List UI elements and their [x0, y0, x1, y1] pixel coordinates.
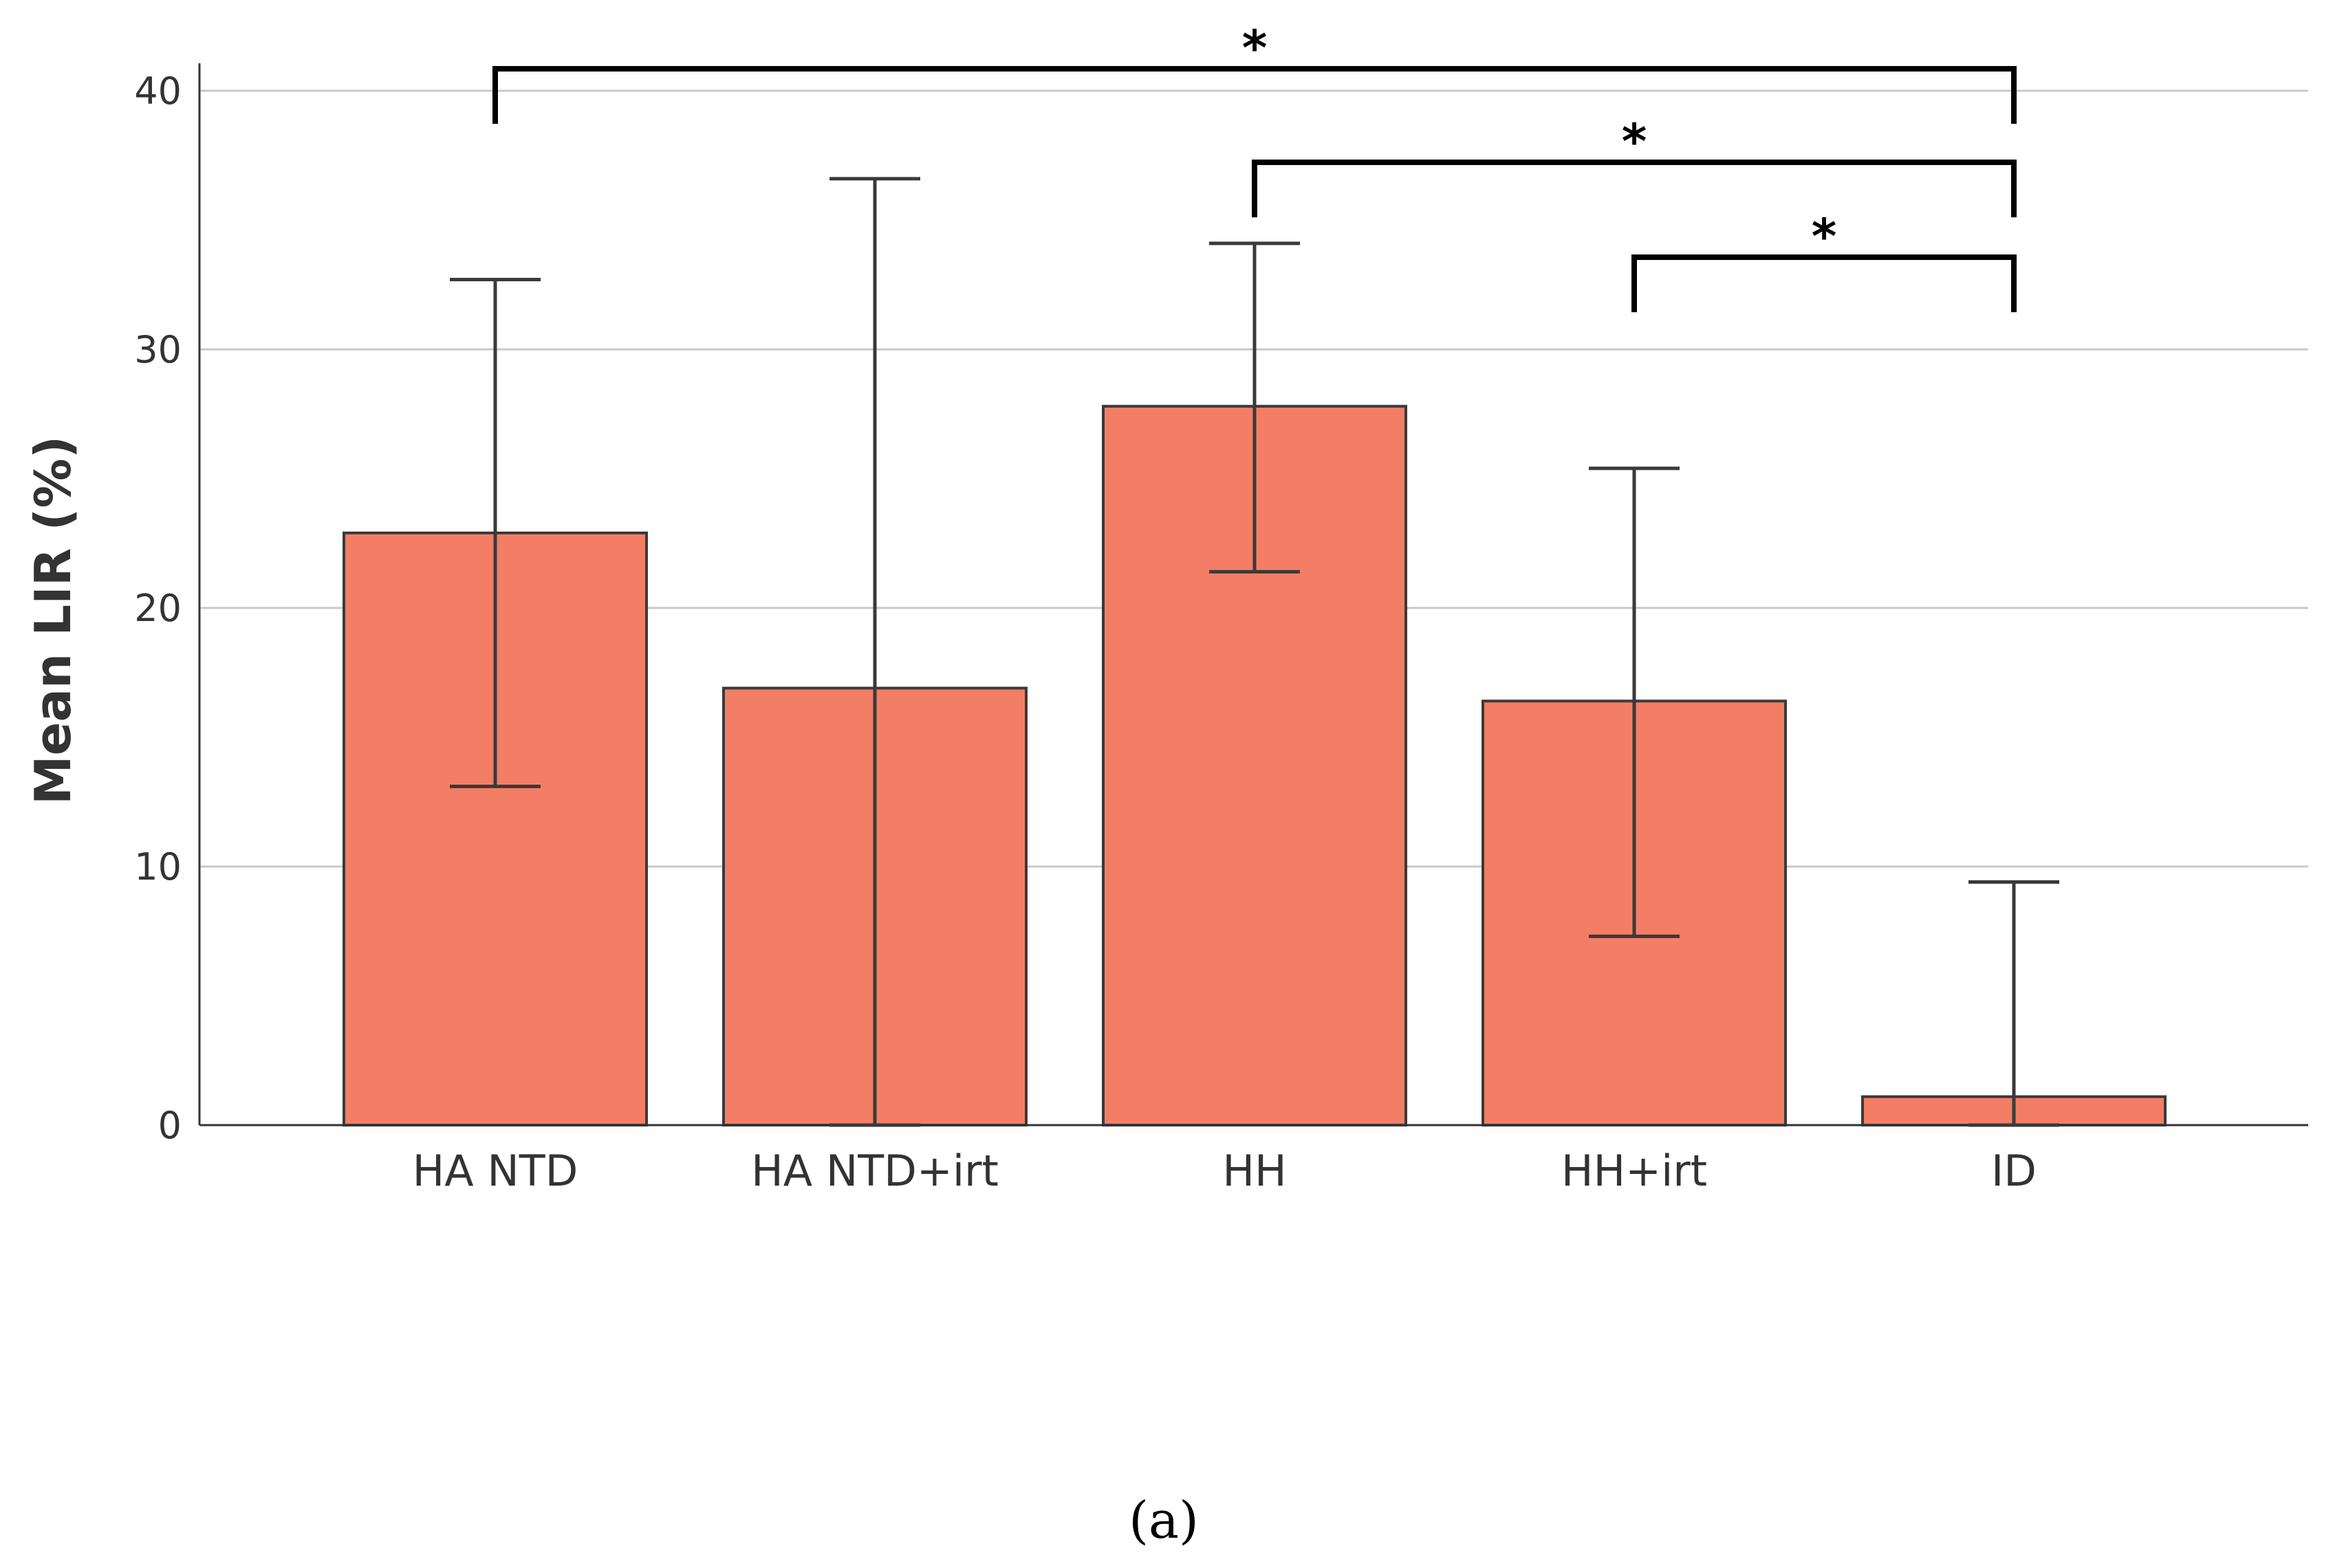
y-tick-labels: 0 10 20 30 40: [134, 69, 182, 1147]
significance-star: *: [1812, 208, 1837, 265]
figure-caption: (a): [1129, 1491, 1199, 1550]
significance-brackets: * * *: [492, 20, 2017, 312]
y-tick-label-40: 40: [134, 69, 182, 113]
error-bars: [450, 177, 2059, 1127]
significance-bracket-0: *: [492, 20, 2017, 124]
x-category-label: HA NTD: [413, 1146, 578, 1196]
x-category-label: HH: [1222, 1146, 1286, 1196]
error-bar-1: [829, 177, 920, 1127]
error-bar-2: [1209, 241, 1300, 574]
significance-bracket-2: *: [1631, 208, 2017, 312]
x-category-label: HA NTD+irt: [751, 1146, 999, 1196]
significance-bracket-1: *: [1252, 113, 2017, 217]
error-bar-0: [450, 277, 541, 788]
x-category-labels: HA NTD HA NTD+irt HH HH+irt ID: [413, 1146, 2037, 1196]
x-category-label: HH+irt: [1561, 1146, 1707, 1196]
y-axis-title: Mean LIR (%): [24, 436, 82, 805]
y-tick-label-10: 10: [134, 845, 182, 889]
significance-star: *: [1622, 113, 1647, 170]
y-tick-label-30: 30: [134, 328, 182, 371]
y-tick-label-0: 0: [158, 1104, 182, 1147]
error-bar-4: [1968, 880, 2059, 1127]
x-category-label: ID: [1991, 1146, 2037, 1196]
axes: [198, 63, 2308, 1126]
error-bar-3: [1589, 466, 1680, 939]
y-tick-label-20: 20: [134, 587, 182, 630]
significance-star: *: [1242, 20, 1268, 76]
